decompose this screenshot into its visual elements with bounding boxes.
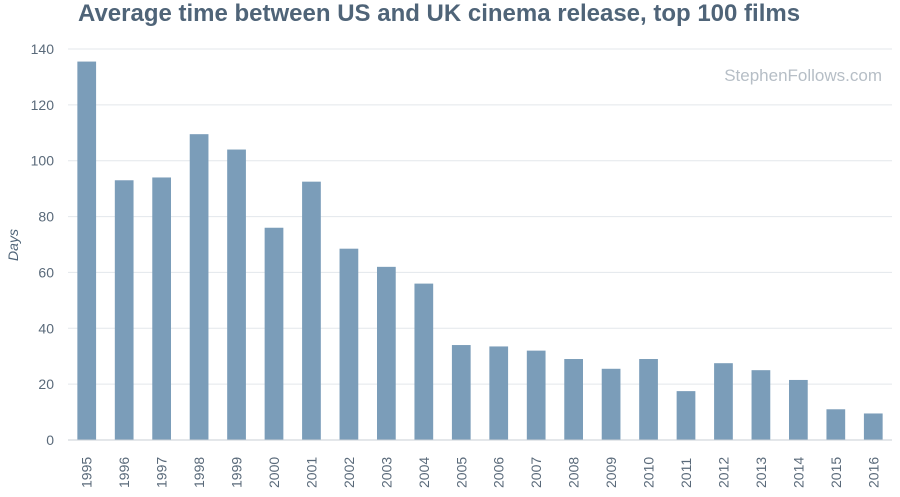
bar-1997 [152, 177, 171, 440]
x-tick-label: 2005 [453, 457, 469, 488]
bar-2002 [339, 248, 359, 440]
y-tick-label: 100 [31, 153, 55, 169]
bar-2016 [863, 413, 883, 440]
bar-2012 [714, 363, 733, 440]
bar-2015 [826, 409, 846, 440]
x-tick-labels: 1995 1996 1997 1998 1999 2000 2001 2002 2003 2004… [79, 457, 882, 488]
y-tick-label: 40 [38, 320, 54, 336]
watermark: StephenFollows.com [724, 66, 882, 85]
x-tick-label: 2000 [266, 457, 282, 488]
bar-1995 [77, 61, 97, 440]
bar-2014 [789, 379, 808, 440]
bar-2006 [489, 346, 509, 440]
bar-2009 [601, 368, 621, 440]
x-tick-label: 1999 [229, 457, 245, 488]
y-tick-labels: 0 20 40 60 80 100 120 140 [31, 41, 55, 448]
bar-1999 [227, 149, 246, 441]
x-tick-label: 2015 [828, 457, 844, 488]
bar-2011 [676, 391, 696, 440]
bar-2001 [302, 181, 321, 441]
bars [77, 61, 883, 441]
x-tick-label: 2009 [603, 457, 619, 488]
bar-2007 [526, 350, 546, 440]
x-tick-label: 2010 [641, 457, 657, 488]
bar-1998 [189, 134, 209, 441]
y-tick-label: 60 [38, 264, 54, 280]
x-tick-label: 2003 [378, 457, 394, 488]
y-tick-label: 0 [46, 432, 54, 448]
x-tick-label: 2002 [341, 457, 357, 488]
x-tick-label: 2011 [678, 458, 694, 488]
bar-1996 [114, 180, 134, 440]
x-tick-label: 2008 [566, 457, 582, 488]
bar-2005 [451, 345, 471, 440]
bar-2000 [264, 227, 284, 440]
x-tick-label: 1996 [116, 457, 132, 488]
x-tick-label: 1998 [191, 457, 207, 488]
x-tick-label: 2016 [865, 457, 881, 488]
x-tick-label: 2004 [416, 457, 432, 488]
y-tick-label: 140 [31, 41, 55, 57]
y-tick-label: 80 [38, 209, 54, 225]
bar-2010 [639, 359, 658, 440]
x-tick-label: 1995 [79, 457, 95, 488]
x-tick-label: 2001 [303, 457, 319, 488]
x-tick-label: 2013 [753, 457, 769, 488]
bar-2013 [751, 370, 771, 440]
y-tick-label: 20 [38, 376, 54, 392]
x-tick-label: 1997 [154, 457, 170, 488]
x-tick-label: 2012 [715, 457, 731, 488]
x-tick-label: 2007 [528, 457, 544, 488]
x-tick-label: 2006 [491, 457, 507, 488]
x-tick-label: 2014 [790, 457, 806, 488]
y-tick-label: 120 [31, 97, 55, 113]
bar-2004 [414, 283, 434, 440]
bar-2008 [564, 359, 583, 440]
y-axis-label: Days [5, 229, 21, 261]
bar-2003 [377, 266, 396, 440]
chart-title: Average time between US and UK cinema re… [78, 0, 801, 27]
